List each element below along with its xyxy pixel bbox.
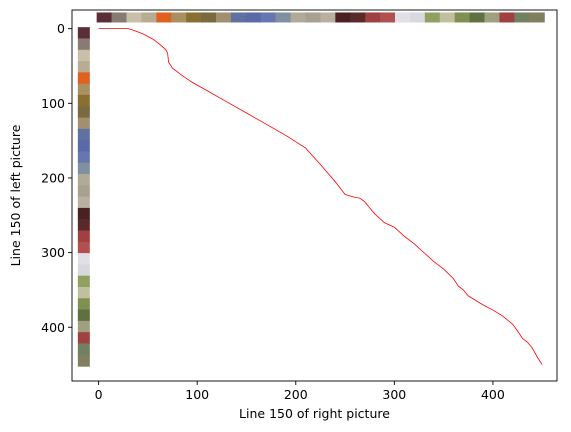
x-tick-label: 0 — [95, 387, 103, 402]
top-strip-segment — [111, 12, 128, 23]
top-strip-segment — [365, 12, 381, 23]
top-strip-segment — [230, 12, 247, 23]
left-strip-segment — [77, 117, 90, 130]
y-tick-label: 200 — [41, 170, 65, 185]
left-strip-segment — [77, 72, 90, 85]
left-strip-segment — [77, 207, 90, 220]
left-strip-segment — [77, 162, 90, 175]
top-strip-segment — [424, 12, 441, 23]
left-strip-segment — [77, 343, 90, 356]
plot-lines — [98, 28, 543, 365]
top-strip-segment — [409, 12, 426, 23]
left-strip-segment — [77, 128, 90, 141]
y-tick-label: 0 — [57, 21, 65, 36]
y-tick-label: 100 — [41, 96, 65, 111]
left-strip-segment — [77, 27, 90, 40]
top-strip-segment — [484, 12, 501, 23]
y-tick-label: 400 — [41, 320, 65, 335]
left-strip-segment — [77, 140, 90, 153]
top-strip-segment — [156, 12, 172, 23]
left-strip-segment — [77, 38, 90, 51]
top-strip-segment — [141, 12, 157, 23]
left-strip-segment — [77, 309, 90, 322]
y-axis-label: Line 150 of left picture — [8, 124, 23, 266]
left-strip-segment — [77, 320, 90, 333]
y-tick-label: 300 — [41, 245, 65, 260]
top-strip-segment — [245, 12, 262, 23]
top-strip-segment — [514, 12, 530, 23]
top-strip-segment — [320, 12, 336, 23]
x-tick-label: 300 — [382, 387, 406, 402]
top-strip-segment — [186, 12, 202, 23]
top-strip-segment — [439, 12, 456, 23]
top-strip-segment — [395, 12, 411, 23]
top-strip-segment — [380, 12, 396, 23]
left-strip-segment — [77, 151, 90, 164]
left-strip-segment — [77, 196, 90, 209]
top-strip-segment — [126, 12, 142, 23]
y-axis-ticks: 0 100 200 300 400 — [41, 21, 72, 335]
left-strip-segment — [77, 354, 90, 367]
left-color-strip — [77, 27, 90, 367]
top-strip-segment — [499, 12, 515, 23]
left-strip-segment — [77, 49, 90, 62]
plot-frame — [71, 9, 558, 382]
top-strip-segment — [469, 12, 486, 23]
left-strip-segment — [77, 332, 90, 345]
top-strip-segment — [529, 12, 545, 23]
top-strip-segment — [290, 12, 307, 23]
x-axis-ticks: 0 100 200 300 400 — [95, 381, 505, 402]
left-strip-segment — [77, 106, 90, 119]
left-strip-segment — [77, 286, 90, 299]
top-strip-segment — [305, 12, 322, 23]
left-strip-segment — [77, 83, 90, 96]
left-strip-segment — [77, 253, 90, 265]
left-strip-segment — [77, 219, 90, 232]
top-strip-segment — [96, 12, 113, 23]
top-strip-segment — [275, 12, 292, 23]
top-strip-segment — [335, 12, 351, 23]
x-tick-label: 200 — [284, 387, 308, 402]
left-strip-segment — [77, 61, 90, 73]
left-strip-segment — [77, 241, 90, 254]
top-strip-segment — [171, 12, 187, 23]
top-strip-segment — [350, 12, 366, 23]
x-axis-label: Line 150 of right picture — [239, 406, 390, 421]
top-strip-segment — [215, 12, 232, 23]
left-strip-segment — [77, 275, 90, 288]
x-tick-label: 100 — [185, 387, 209, 402]
left-strip-segment — [77, 264, 90, 277]
series-line — [98, 28, 543, 365]
left-strip-segment — [77, 185, 90, 198]
left-strip-segment — [77, 230, 90, 243]
left-strip-segment — [77, 298, 90, 311]
x-tick-label: 400 — [481, 387, 505, 402]
top-strip-segment — [260, 12, 277, 23]
top-color-strip — [96, 12, 545, 23]
left-strip-segment — [77, 94, 90, 107]
left-strip-segment — [77, 174, 90, 186]
top-strip-segment — [201, 12, 217, 23]
top-strip-segment — [454, 12, 471, 23]
